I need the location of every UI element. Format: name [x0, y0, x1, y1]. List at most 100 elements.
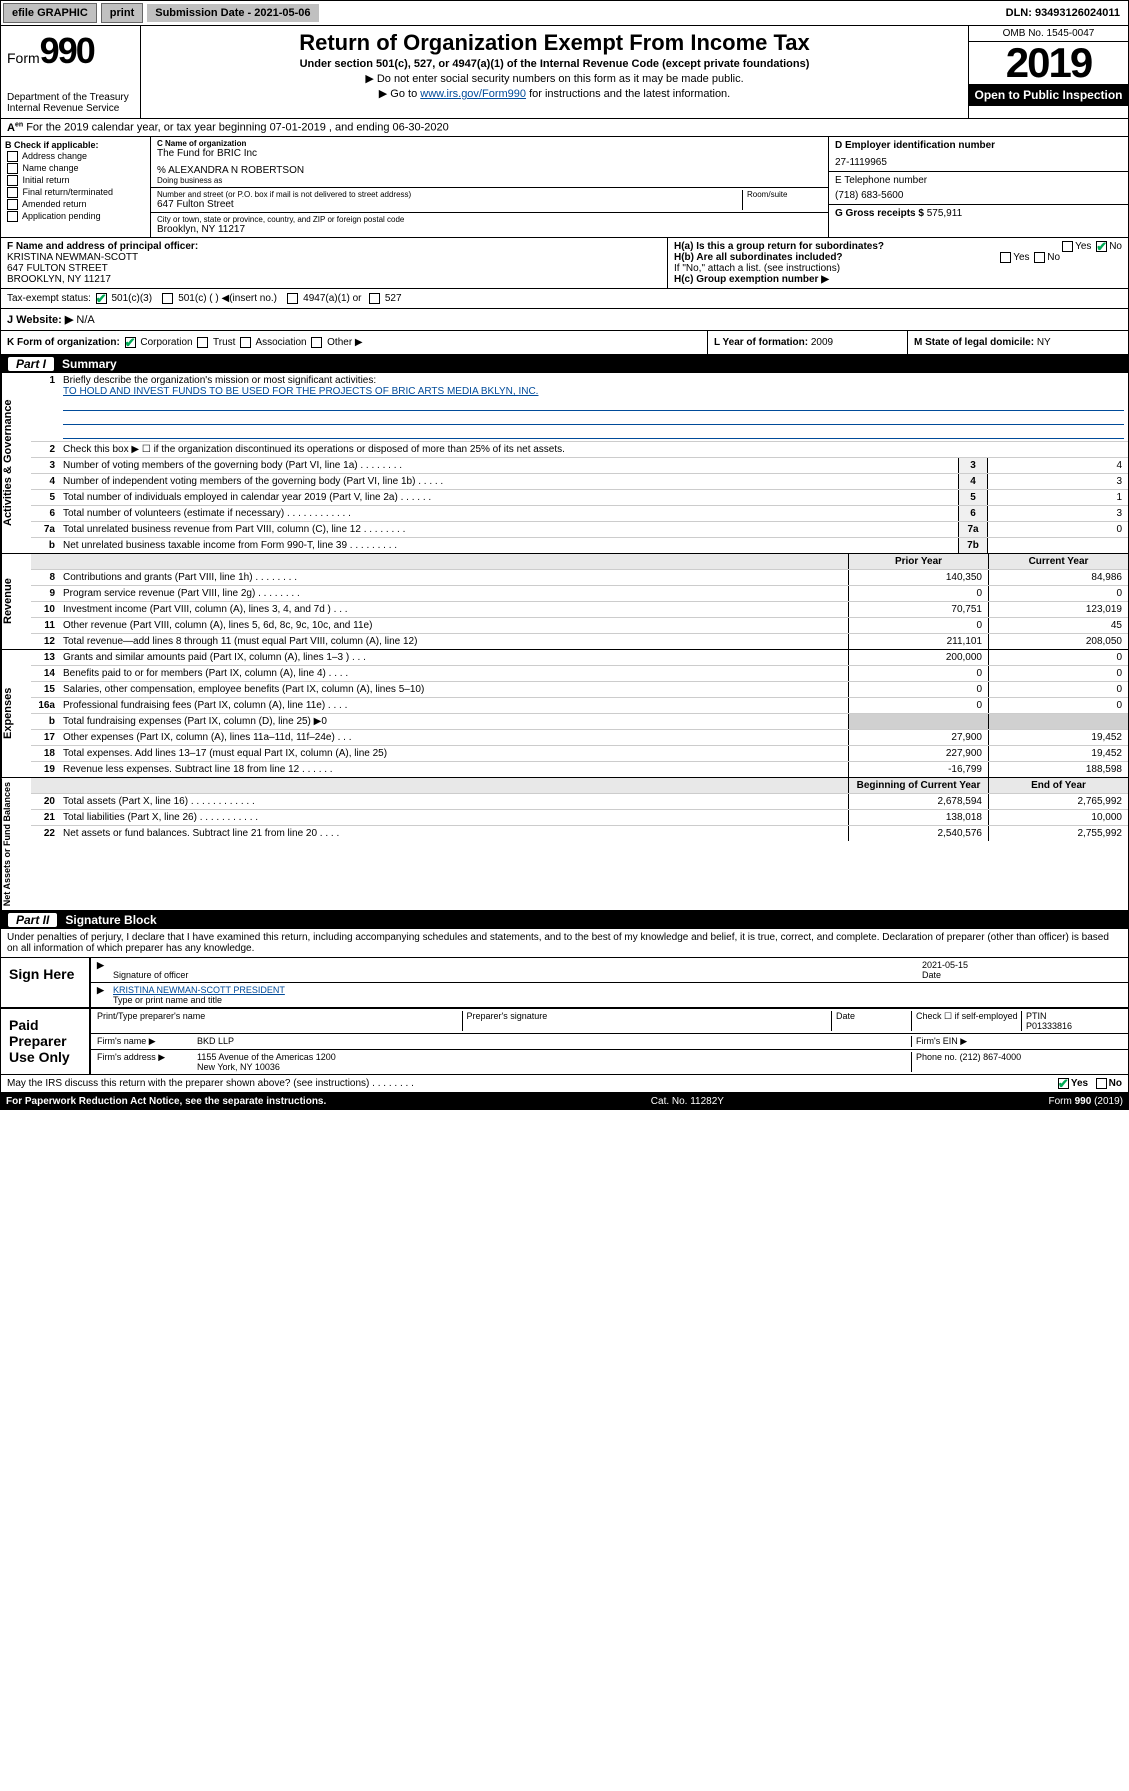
tax-period: For the 2019 calendar year, or tax year …: [26, 122, 449, 134]
chk-final[interactable]: Final return/terminated: [5, 187, 146, 198]
chk-name[interactable]: Name change: [5, 163, 146, 174]
chk-assoc[interactable]: [240, 337, 251, 348]
website-label: J Website: ▶: [7, 314, 73, 326]
dln: DLN: 93493126024011: [998, 4, 1128, 22]
summary-line: 14Benefits paid to or for members (Part …: [31, 666, 1128, 682]
goto-pre: ▶ Go to: [379, 88, 420, 100]
gross-label: G Gross receipts $: [835, 208, 924, 219]
part2-num: Part II: [8, 913, 57, 927]
chk-4947[interactable]: [287, 293, 298, 304]
opt-527: 527: [385, 293, 402, 304]
chk-501c[interactable]: [162, 293, 173, 304]
org-name-label: C Name of organization: [157, 139, 822, 148]
self-emp-label: Check ☐ if self-employed: [912, 1011, 1022, 1031]
hdr-beg: Beginning of Current Year: [848, 778, 988, 793]
cat-no: Cat. No. 11282Y: [651, 1096, 724, 1107]
opt-501c3: 501(c)(3): [111, 293, 152, 304]
box-d-e-g: D Employer identification number 27-1119…: [828, 137, 1128, 237]
summary-line: 19Revenue less expenses. Subtract line 1…: [31, 762, 1128, 777]
officer-sig-name[interactable]: KRISTINA NEWMAN-SCOTT PRESIDENT: [113, 985, 285, 995]
paperwork-notice: For Paperwork Reduction Act Notice, see …: [6, 1096, 326, 1107]
chk-pending[interactable]: Application pending: [5, 211, 146, 222]
summary-line: 9Program service revenue (Part VIII, lin…: [31, 586, 1128, 602]
part2-title: Signature Block: [65, 913, 156, 927]
arrow-icon: ▶: [97, 960, 113, 980]
summary-line: 5Total number of individuals employed in…: [31, 490, 1128, 506]
footer-bar: For Paperwork Reduction Act Notice, see …: [0, 1093, 1129, 1110]
summary-line: 13Grants and similar amounts paid (Part …: [31, 650, 1128, 666]
hb-no[interactable]: No: [1047, 252, 1060, 263]
name-title-label: Type or print name and title: [113, 995, 222, 1005]
form-header: Form990 Department of the Treasury Inter…: [0, 26, 1129, 119]
chk-address[interactable]: Address change: [5, 151, 146, 162]
irs-link[interactable]: www.irs.gov/Form990: [420, 88, 526, 100]
firm-ein-label: Firm's EIN ▶: [912, 1036, 1122, 1047]
opt-other: Other ▶: [327, 337, 362, 348]
summary-line: 8Contributions and grants (Part VIII, li…: [31, 570, 1128, 586]
opt-trust: Trust: [213, 337, 235, 348]
summary-line: 3Number of voting members of the governi…: [31, 458, 1128, 474]
discuss-yes-chk[interactable]: [1058, 1078, 1069, 1089]
addr-label: Number and street (or P.O. box if mail i…: [157, 190, 742, 199]
row-a-period: Aen For the 2019 calendar year, or tax y…: [0, 119, 1129, 137]
hdr-end: End of Year: [988, 778, 1128, 793]
firm-phone-label: Phone no.: [916, 1052, 957, 1062]
part1-num: Part I: [8, 357, 54, 371]
discuss-row: May the IRS discuss this return with the…: [0, 1075, 1129, 1093]
firm-addr2: New York, NY 10036: [197, 1062, 280, 1072]
officer-label: F Name and address of principal officer:: [7, 241, 661, 252]
summary-line: 18Total expenses. Add lines 13–17 (must …: [31, 746, 1128, 762]
firm-phone: (212) 867-4000: [960, 1052, 1022, 1062]
summary-line: bNet unrelated business taxable income f…: [31, 538, 1128, 553]
open-inspection: Open to Public Inspection: [969, 84, 1128, 106]
box-b-title: B Check if applicable:: [5, 140, 146, 150]
city-label: City or town, state or province, country…: [157, 215, 822, 224]
box-h: H(a) Is this a group return for subordin…: [668, 238, 1128, 288]
chk-other[interactable]: [311, 337, 322, 348]
phone-label: E Telephone number: [835, 175, 1122, 186]
chk-corp[interactable]: [125, 337, 136, 348]
org-name: The Fund for BRIC Inc: [157, 148, 822, 159]
efile-button[interactable]: efile GRAPHIC: [3, 3, 97, 23]
form-subtitle: Under section 501(c), 527, or 4947(a)(1)…: [151, 58, 958, 70]
tax-status-row: Tax-exempt status: 501(c)(3) 501(c) ( ) …: [0, 289, 1129, 309]
chk-527[interactable]: [369, 293, 380, 304]
prep-name-label: Print/Type preparer's name: [97, 1011, 463, 1031]
hc-label: H(c) Group exemption number ▶: [674, 274, 829, 285]
chk-trust[interactable]: [197, 337, 208, 348]
ssn-note: ▶ Do not enter social security numbers o…: [151, 72, 958, 85]
discuss-yes: Yes: [1071, 1078, 1088, 1089]
chk-501c3[interactable]: [96, 293, 107, 304]
summary-section: Activities & Governance 1 Briefly descri…: [0, 373, 1129, 911]
vtab-expenses: Expenses: [1, 650, 31, 777]
form-label: Form: [7, 50, 40, 66]
officer-addr1: 647 FULTON STREET: [7, 263, 661, 274]
hb-yes[interactable]: Yes: [1013, 252, 1029, 263]
phone-value: (718) 683-5600: [835, 190, 1122, 201]
box-c: C Name of organization The Fund for BRIC…: [151, 137, 828, 237]
form-ref: Form 990 (2019): [1049, 1096, 1124, 1107]
irs-label: Internal Revenue Service: [7, 103, 134, 114]
chk-amended[interactable]: Amended return: [5, 199, 146, 210]
tax-year: 2019: [969, 42, 1128, 84]
topbar: efile GRAPHIC print Submission Date - 20…: [0, 0, 1129, 26]
row-f-h: F Name and address of principal officer:…: [0, 238, 1129, 289]
l-label: L Year of formation:: [714, 337, 808, 348]
print-button[interactable]: print: [101, 3, 143, 23]
l-value: 2009: [811, 337, 833, 348]
box-f: F Name and address of principal officer:…: [1, 238, 668, 288]
ptin-label: PTIN: [1026, 1011, 1047, 1021]
submission-date: Submission Date - 2021-05-06: [147, 4, 318, 22]
year-formation: L Year of formation: 2009: [708, 331, 908, 354]
m-label: M State of legal domicile:: [914, 337, 1034, 348]
ha-yes[interactable]: Yes: [1075, 241, 1091, 252]
discuss-no: No: [1109, 1078, 1122, 1089]
vtab-governance: Activities & Governance: [1, 373, 31, 553]
discuss-no-chk[interactable]: [1096, 1078, 1107, 1089]
tax-status-label: Tax-exempt status:: [7, 293, 91, 304]
hdr-prior: Prior Year: [848, 554, 988, 569]
opt-501c: 501(c) ( ) ◀(insert no.): [178, 293, 277, 304]
chk-initial[interactable]: Initial return: [5, 175, 146, 186]
summary-line: 15Salaries, other compensation, employee…: [31, 682, 1128, 698]
ha-no[interactable]: No: [1109, 241, 1122, 252]
